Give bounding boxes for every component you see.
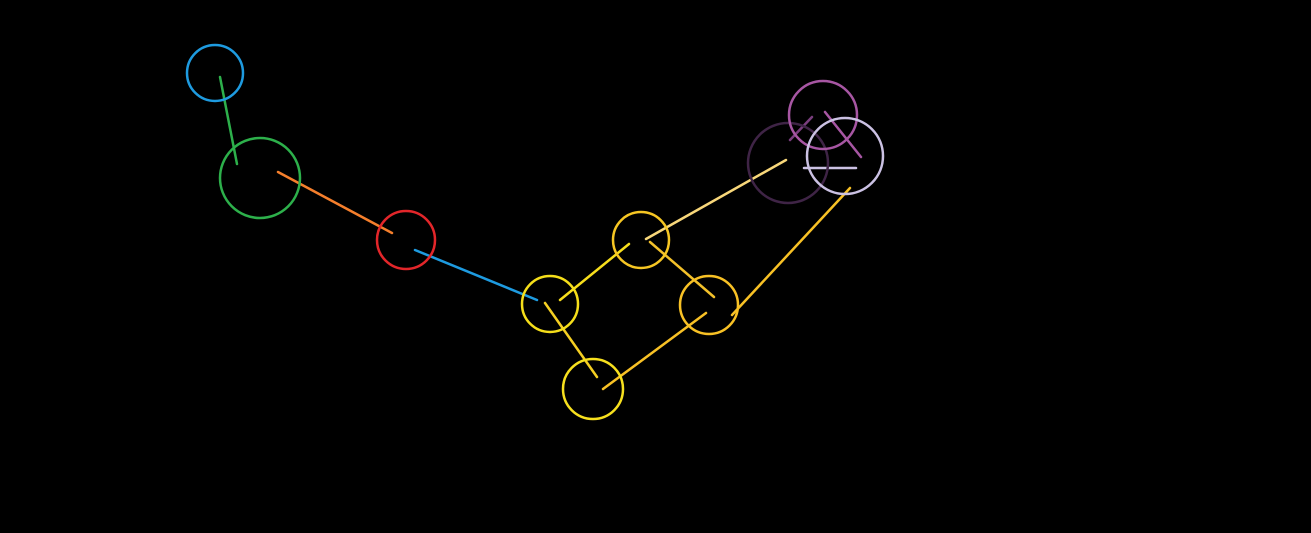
node-blue: [185, 43, 245, 103]
edge-red-yellow1: [413, 248, 539, 302]
node-yellow-3: [611, 210, 671, 270]
node-yellow-1: [520, 274, 580, 334]
edge-blue-green: [218, 75, 239, 166]
node-lavender: [805, 116, 885, 196]
node-purple: [787, 79, 859, 151]
edge-yellow4-lavender: [730, 186, 852, 317]
edge-yellow3-darkpurple: [644, 158, 788, 241]
node-yellow-4: [678, 274, 740, 336]
node-red: [375, 209, 437, 271]
edge-green-red: [276, 170, 394, 235]
node-dark-purple: [746, 121, 830, 205]
node-yellow-2: [561, 357, 625, 421]
edge-yellow1-yellow2: [543, 301, 599, 379]
edge-yellow3-yellow4: [648, 240, 716, 299]
edge-darkpurple-purple: [788, 115, 814, 142]
node-green: [218, 136, 302, 220]
